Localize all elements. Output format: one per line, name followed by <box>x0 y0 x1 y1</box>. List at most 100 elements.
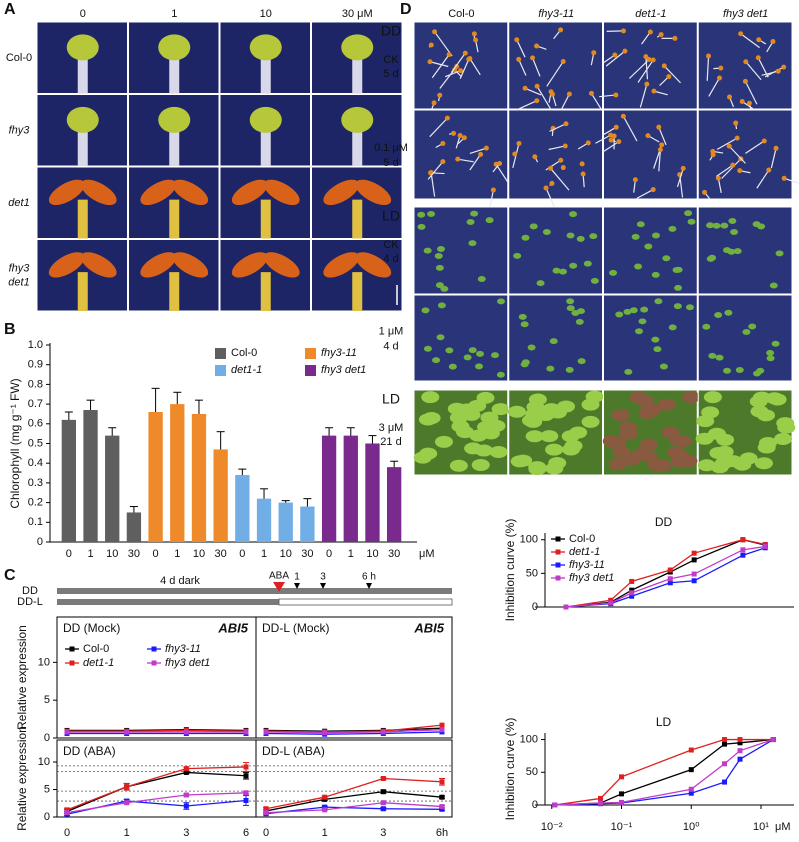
treatment: 1 μM <box>379 325 404 337</box>
seedling <box>427 59 433 65</box>
x-tick-label: 0 <box>153 548 159 560</box>
seedling <box>469 58 481 76</box>
y-tick-label: 0 <box>37 536 43 548</box>
seedling-cotyledon <box>172 179 209 206</box>
timeline-label: DD <box>22 585 38 597</box>
data-point <box>380 729 386 735</box>
seedling <box>516 39 526 58</box>
y-tick-label: 100 <box>520 534 538 546</box>
seedling <box>716 137 738 150</box>
seedling <box>566 91 572 97</box>
seedling <box>485 217 494 224</box>
seedling <box>727 248 736 255</box>
seedling <box>467 56 473 62</box>
legend-marker <box>555 536 561 542</box>
seedling-stem <box>77 199 88 239</box>
seedling <box>651 271 660 278</box>
seedling <box>549 180 555 186</box>
data-point <box>322 730 328 736</box>
light-condition: LD <box>382 391 400 407</box>
seedling <box>710 148 716 154</box>
seedling <box>417 211 426 218</box>
seedling <box>605 50 626 67</box>
seedling <box>595 134 611 144</box>
seedling <box>450 52 466 73</box>
seedling <box>497 298 506 305</box>
data-point <box>629 593 635 599</box>
seedling <box>636 189 654 199</box>
timeline-time: 1 <box>294 572 300 583</box>
seedling <box>463 354 472 361</box>
seedling <box>423 247 432 254</box>
seedling <box>616 139 622 145</box>
seedling <box>470 210 479 217</box>
duration: 5 d <box>383 68 398 80</box>
seedling <box>591 50 597 56</box>
seedling <box>456 426 475 439</box>
seedling <box>536 280 545 287</box>
seedling-stem <box>352 272 363 311</box>
time-marker <box>366 583 372 589</box>
seedling <box>436 246 445 253</box>
seedling <box>534 43 540 49</box>
seedling-cotyledon <box>355 252 392 278</box>
seedling <box>620 28 626 34</box>
data-point <box>762 543 768 549</box>
treatment: 3 μM <box>379 422 404 434</box>
seedling <box>672 35 678 41</box>
seedling <box>471 31 477 37</box>
seedling <box>728 217 737 224</box>
seedling <box>524 87 542 96</box>
seedling <box>629 391 648 404</box>
data-point <box>263 810 269 816</box>
seedling <box>658 126 667 146</box>
seedling <box>475 363 484 370</box>
legend-label: det1-1 <box>83 657 114 669</box>
seedling-cotyledon <box>341 34 374 61</box>
seedling <box>629 307 638 314</box>
seedling <box>651 88 657 94</box>
seedling <box>697 459 716 472</box>
series-line <box>66 792 247 814</box>
seedling <box>761 70 779 76</box>
seedling <box>658 149 662 172</box>
seedling-stem <box>77 127 88 166</box>
seedling <box>421 391 440 404</box>
panel-letter: C <box>4 567 16 584</box>
seedling <box>516 100 538 111</box>
column-header: 10 <box>260 8 272 20</box>
bar <box>148 411 163 542</box>
seedling <box>546 61 564 87</box>
data-point <box>667 580 673 586</box>
seedling <box>418 413 437 426</box>
panel-letter: D <box>400 1 412 18</box>
seedling <box>549 338 558 345</box>
seedling <box>546 365 555 372</box>
seedling <box>451 130 457 136</box>
seedling <box>666 74 672 80</box>
panel-letter: A <box>4 1 16 18</box>
column-header: 30 μM <box>342 8 373 20</box>
seedling <box>622 48 628 54</box>
seedling <box>558 27 564 33</box>
legend-marker <box>151 660 157 666</box>
seedling <box>721 158 742 179</box>
x-tick-label: 0 <box>326 548 332 560</box>
seedling <box>602 435 621 448</box>
seedling <box>644 81 650 87</box>
data-point <box>688 747 694 753</box>
seedling <box>471 458 490 471</box>
x-tick-label: 10 <box>366 548 378 560</box>
seedling <box>739 98 745 104</box>
legend-label: Col-0 <box>231 347 257 359</box>
legend-marker <box>555 562 561 568</box>
seedling <box>687 218 696 225</box>
seedling <box>611 133 617 139</box>
seedling <box>602 141 620 153</box>
x-tick-label: 1 <box>174 548 180 560</box>
seedling <box>608 137 614 143</box>
seedling <box>421 307 430 314</box>
legend-label: fhy3-11 <box>569 559 605 571</box>
seedling <box>735 367 744 374</box>
seedling <box>706 255 715 262</box>
